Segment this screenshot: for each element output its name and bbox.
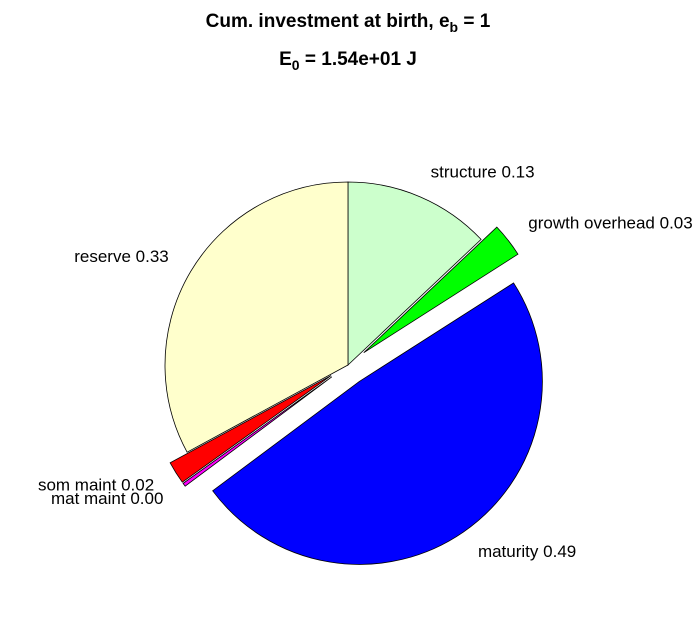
pie-slice <box>182 376 333 487</box>
slice-value-label: 0.13 <box>501 163 534 182</box>
pie-slice <box>164 181 349 453</box>
slice-name: reserve <box>74 248 131 267</box>
slice-label: som maint 0.02 <box>38 476 154 495</box>
slice-label: maturity 0.49 <box>478 543 576 562</box>
slice-value-label: 0.03 <box>660 214 693 233</box>
slice-label: structure 0.13 <box>431 163 535 182</box>
slice-label: mat maint 0.00 <box>51 489 163 508</box>
slice-label: reserve 0.33 <box>74 248 169 267</box>
subtitle-rest: = 1.54e+01 J <box>300 49 417 70</box>
pie-slice <box>363 226 519 354</box>
pie-slice <box>347 181 482 366</box>
slice-name: maturity <box>478 543 539 562</box>
chart-subtitle: E0 = 1.54e+01 J <box>279 49 417 73</box>
slice-name: structure <box>431 163 497 182</box>
subtitle-main: E <box>279 49 292 70</box>
slice-value-label: 0.02 <box>121 476 154 495</box>
slice-value-label: 0.49 <box>543 543 576 562</box>
chart-title: Cum. investment at birth, eb = 1 <box>206 11 491 35</box>
slice-name: growth overhead <box>528 214 655 233</box>
slice-label: growth overhead 0.03 <box>528 214 692 233</box>
title-subscript: b <box>450 19 459 35</box>
subtitle-subscript: 0 <box>292 57 300 73</box>
title-main: Cum. investment at birth, e <box>206 11 450 32</box>
slice-value-label: 0.00 <box>130 489 163 508</box>
title-rest: = 1 <box>458 11 491 32</box>
pie-slice <box>169 375 332 483</box>
pie-slice <box>212 282 543 565</box>
slice-value-label: 0.33 <box>136 248 169 267</box>
slice-name: som maint <box>38 476 117 495</box>
slice-name: mat maint <box>51 489 126 508</box>
